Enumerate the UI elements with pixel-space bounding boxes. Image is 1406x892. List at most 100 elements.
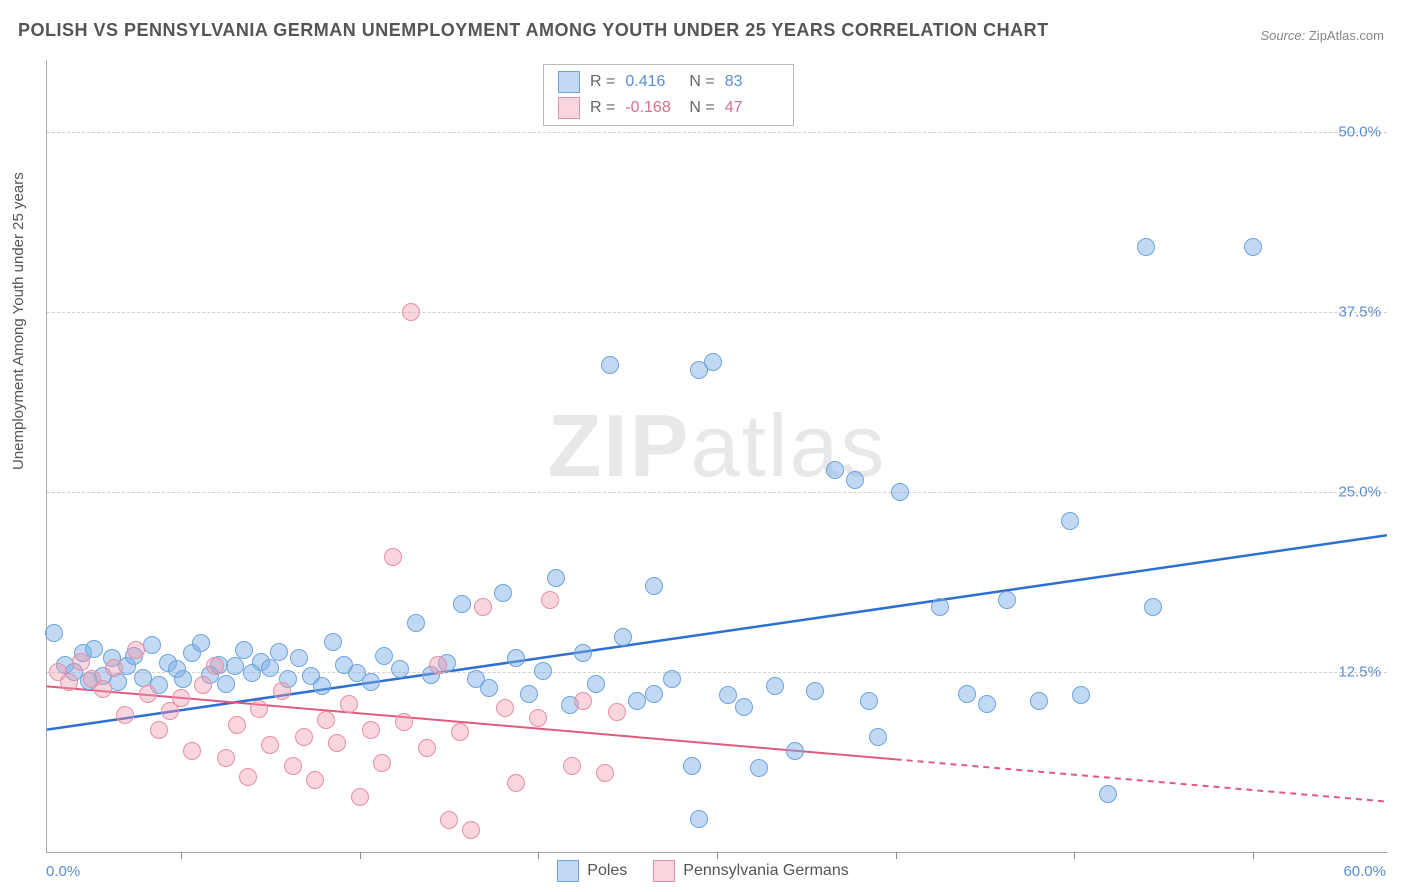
watermark-text: ZIPatlas (548, 395, 887, 497)
x-tick (896, 852, 897, 859)
gridline (47, 132, 1387, 133)
data-point (978, 695, 996, 713)
data-point (261, 736, 279, 754)
correlation-legend: R =0.416N =83R =-0.168N =47 (543, 64, 794, 126)
gridline (47, 312, 1387, 313)
data-point (362, 721, 380, 739)
n-value: 47 (725, 99, 779, 117)
n-label: N = (689, 73, 714, 91)
data-point (1137, 238, 1155, 256)
data-point (494, 584, 512, 602)
data-point (719, 686, 737, 704)
data-point (1244, 238, 1262, 256)
data-point (391, 660, 409, 678)
data-point (1061, 512, 1079, 530)
data-point (931, 598, 949, 616)
y-axis-label: Unemployment Among Youth under 25 years (10, 172, 27, 470)
data-point (407, 614, 425, 632)
data-point (563, 757, 581, 775)
data-point (226, 657, 244, 675)
data-point (228, 716, 246, 734)
data-point (614, 628, 632, 646)
data-point (340, 695, 358, 713)
data-point (72, 653, 90, 671)
data-point (1030, 692, 1048, 710)
watermark-bold: ZIP (548, 396, 691, 495)
data-point (362, 673, 380, 691)
data-point (261, 659, 279, 677)
data-point (217, 749, 235, 767)
data-point (235, 641, 253, 659)
data-point (683, 757, 701, 775)
x-tick (1074, 852, 1075, 859)
data-point (869, 728, 887, 746)
y-tick-label: 25.0% (1338, 484, 1381, 501)
data-point (239, 768, 257, 786)
data-point (860, 692, 878, 710)
data-point (507, 649, 525, 667)
data-point (192, 634, 210, 652)
legend-swatch (557, 860, 579, 882)
trendline-dashed (896, 759, 1387, 801)
data-point (826, 461, 844, 479)
data-point (395, 713, 413, 731)
data-point (462, 821, 480, 839)
data-point (217, 675, 235, 693)
data-point (94, 680, 112, 698)
data-point (116, 706, 134, 724)
chart-title: POLISH VS PENNSYLVANIA GERMAN UNEMPLOYME… (18, 20, 1049, 41)
data-point (45, 624, 63, 642)
data-point (174, 670, 192, 688)
legend-swatch (558, 97, 580, 119)
data-point (324, 633, 342, 651)
trendlines-svg (47, 60, 1387, 852)
data-point (480, 679, 498, 697)
data-point (440, 811, 458, 829)
data-point (183, 742, 201, 760)
r-label: R = (590, 73, 615, 91)
x-tick (538, 852, 539, 859)
series-legend: Poles Pennsylvania Germans (0, 860, 1406, 882)
data-point (529, 709, 547, 727)
n-label: N = (689, 99, 714, 117)
data-point (891, 483, 909, 501)
data-point (704, 353, 722, 371)
gridline (47, 492, 1387, 493)
y-tick-label: 50.0% (1338, 124, 1381, 141)
data-point (958, 685, 976, 703)
data-point (587, 675, 605, 693)
data-point (507, 774, 525, 792)
data-point (806, 682, 824, 700)
data-point (418, 739, 436, 757)
data-point (541, 591, 559, 609)
data-point (273, 682, 291, 700)
data-point (284, 757, 302, 775)
legend-item: Pennsylvania Germans (653, 860, 848, 882)
y-tick-label: 12.5% (1338, 664, 1381, 681)
data-point (496, 699, 514, 717)
data-point (127, 641, 145, 659)
correlation-row: R =-0.168N =47 (544, 95, 793, 121)
data-point (574, 644, 592, 662)
legend-item: Poles (557, 860, 627, 882)
data-point (172, 689, 190, 707)
data-point (690, 810, 708, 828)
data-point (645, 685, 663, 703)
data-point (1099, 785, 1117, 803)
r-value: 0.416 (625, 73, 679, 91)
data-point (766, 677, 784, 695)
data-point (295, 728, 313, 746)
data-point (451, 723, 469, 741)
data-point (328, 734, 346, 752)
data-point (1144, 598, 1162, 616)
data-point (143, 636, 161, 654)
y-tick-label: 37.5% (1338, 304, 1381, 321)
x-tick (1253, 852, 1254, 859)
data-point (596, 764, 614, 782)
data-point (290, 649, 308, 667)
data-point (608, 703, 626, 721)
data-point (250, 700, 268, 718)
data-point (645, 577, 663, 595)
data-point (520, 685, 538, 703)
data-point (786, 742, 804, 760)
